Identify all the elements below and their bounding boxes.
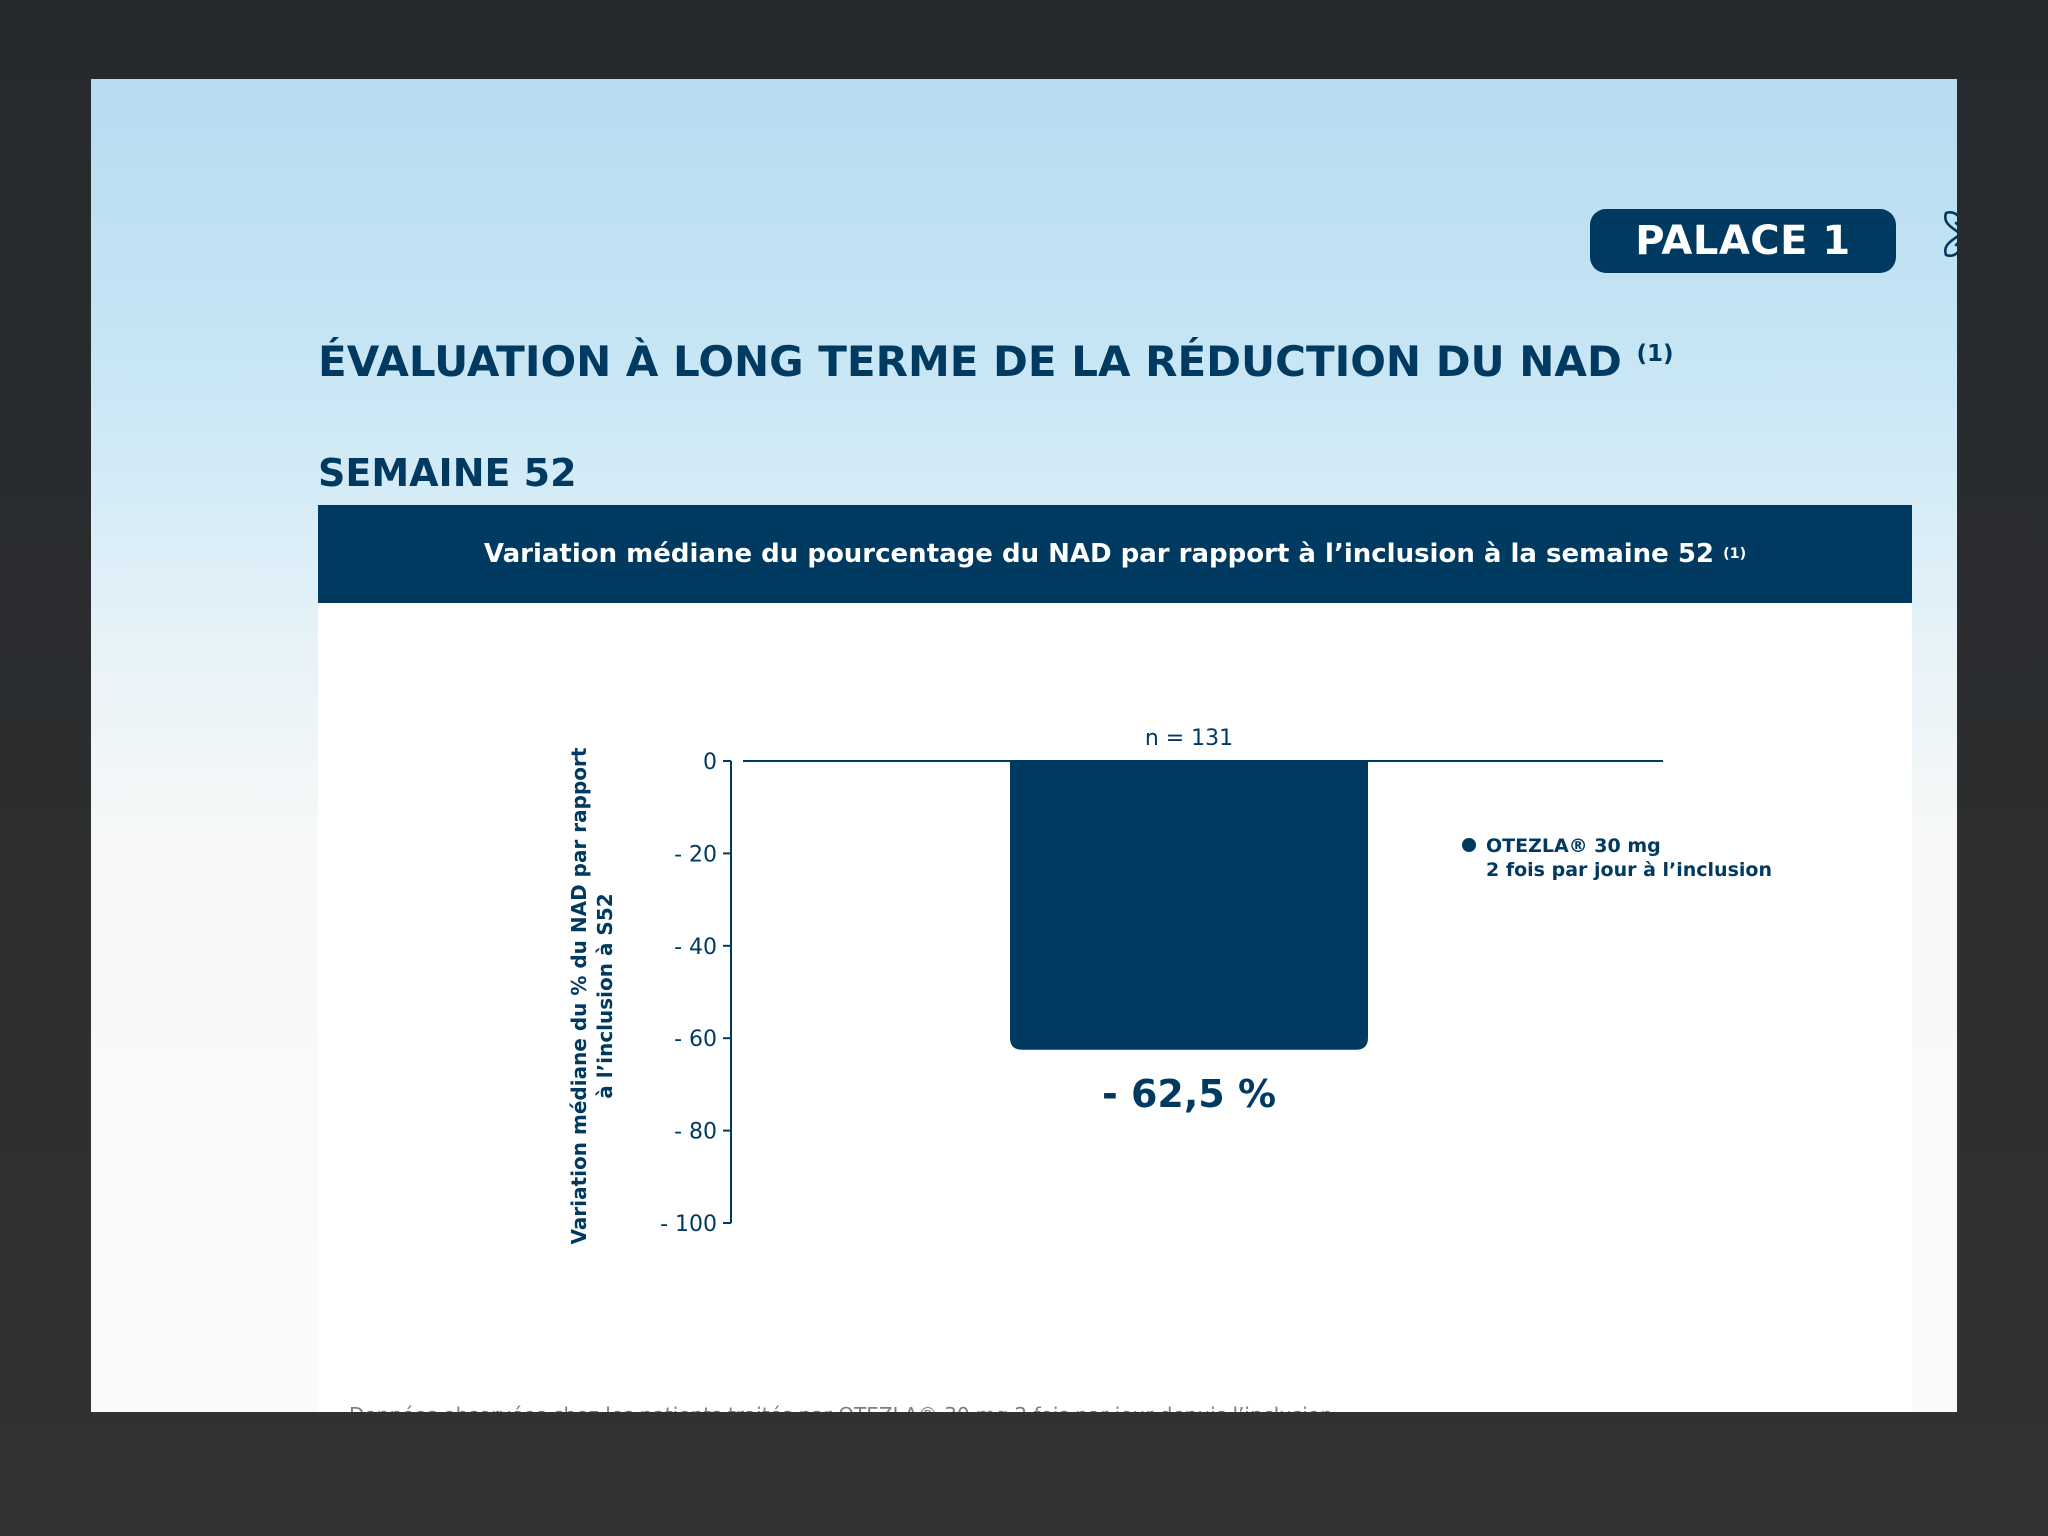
- legend-label: 2 fois par jour à l’inclusion: [1486, 859, 1772, 881]
- chart-panel: 0 - 20 - 40 - 60 - 80 - 100 n = 131 - 62,5 % Var…: [318, 603, 1912, 1412]
- bar-value-label: - 62,5 %: [1102, 1072, 1276, 1116]
- y-tick-label: - 60: [674, 1027, 717, 1052]
- slide: PALACE 1 ÉVALUATION À LONG TERME DE LA R…: [91, 79, 1957, 1412]
- bar-n-label: n = 131: [1145, 726, 1233, 751]
- chart-banner: Variation médiane du pourcentage du NAD …: [318, 505, 1912, 603]
- y-axis-title: à l’inclusion à S52: [593, 893, 617, 1098]
- y-axis-title: Variation médiane du % du NAD par rappor…: [567, 747, 591, 1244]
- close-button[interactable]: [1940, 207, 1957, 261]
- legend-label: OTEZLA® 30 mg: [1486, 835, 1661, 857]
- chart-banner-text: Variation médiane du pourcentage du NAD …: [483, 539, 1715, 569]
- y-tick-label: - 40: [674, 935, 717, 960]
- y-tick-label: - 80: [674, 1120, 717, 1145]
- bar-otezla: [1010, 761, 1368, 1050]
- page-title-reference: (1): [1636, 341, 1674, 367]
- y-tick-label: 0: [703, 750, 717, 775]
- bar-chart: 0 - 20 - 40 - 60 - 80 - 100 n = 131 - 62,5 % Var…: [567, 726, 1772, 1244]
- section-subtitle: SEMAINE 52: [318, 451, 577, 495]
- chart-banner-reference: (1): [1723, 546, 1747, 562]
- page-title: ÉVALUATION À LONG TERME DE LA RÉDUCTION …: [318, 337, 1674, 386]
- y-tick-label: - 100: [660, 1212, 717, 1237]
- footnote: Données observées chez les patients trai…: [349, 1403, 1333, 1412]
- page-title-text: ÉVALUATION À LONG TERME DE LA RÉDUCTION …: [318, 337, 1622, 386]
- close-x-icon: [1944, 211, 1957, 257]
- legend-marker: [1462, 838, 1476, 852]
- study-badge: PALACE 1: [1590, 209, 1896, 273]
- study-badge-label: PALACE 1: [1635, 218, 1851, 264]
- y-tick-label: - 20: [674, 842, 717, 867]
